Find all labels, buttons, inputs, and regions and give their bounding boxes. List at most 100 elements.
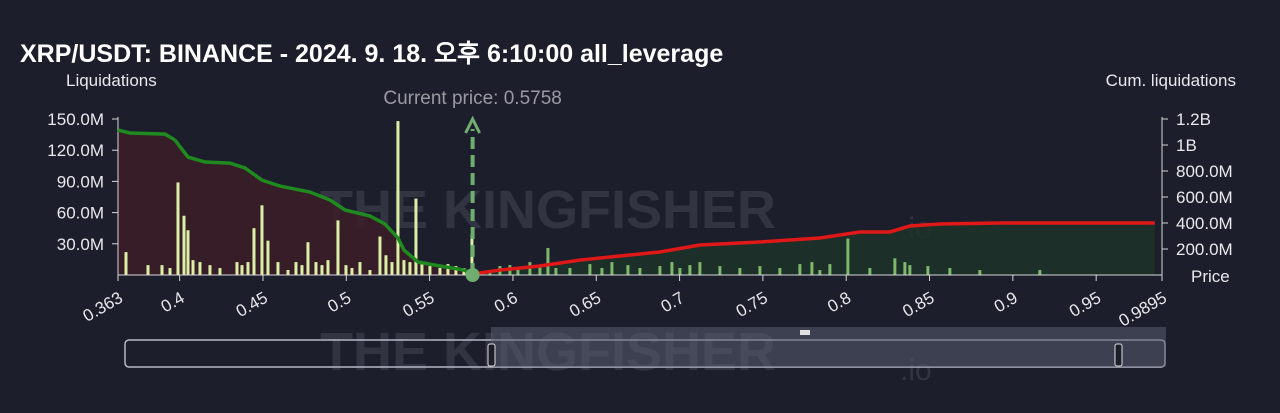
y2-tick-label: 600.0M <box>1176 188 1233 207</box>
bar <box>218 268 222 275</box>
slider-handle[interactable] <box>487 343 496 367</box>
bar <box>1038 270 1042 275</box>
bar <box>260 205 264 275</box>
bar <box>191 260 195 275</box>
bar <box>688 265 692 275</box>
bar <box>810 262 814 275</box>
range-slider[interactable] <box>124 327 1166 368</box>
x-tick-label: 0.363 <box>80 288 126 326</box>
y-tick-label: 30.0M <box>57 235 104 254</box>
bar <box>286 270 290 275</box>
bar <box>538 265 542 275</box>
x-tick-label: 0.5 <box>324 288 354 316</box>
bar <box>670 262 674 275</box>
bar <box>168 268 172 275</box>
x-tick-label: 0.6 <box>491 288 521 316</box>
bar <box>610 262 614 275</box>
x-tick-label: 0.85 <box>899 288 937 321</box>
bar <box>818 270 822 275</box>
bar <box>396 121 400 275</box>
y2-axis-label: Cum. liquidations <box>1106 71 1236 90</box>
slider-selection[interactable] <box>491 327 1166 367</box>
bar <box>182 215 186 275</box>
x-tick-label: 0.9 <box>991 288 1021 316</box>
x-tick-label: 0.45 <box>233 288 271 321</box>
x-tick-label: 0.55 <box>399 288 437 321</box>
bar <box>516 268 520 275</box>
slider-grip[interactable] <box>800 330 810 335</box>
bar <box>828 264 832 275</box>
bar <box>240 265 244 275</box>
bar <box>758 266 762 275</box>
bar <box>414 198 418 275</box>
bar <box>402 260 406 275</box>
bar <box>446 264 450 275</box>
bar <box>438 268 442 275</box>
y2-tick-label: 200.0M <box>1176 240 1233 259</box>
bar <box>124 252 128 275</box>
current-price-marker <box>465 268 480 282</box>
bar <box>908 265 912 275</box>
bar <box>554 268 558 275</box>
bar <box>246 262 250 275</box>
line <box>117 128 474 276</box>
x-tick-label: 0.75 <box>733 288 771 321</box>
bar <box>252 228 256 275</box>
current-price-arrow <box>464 115 481 134</box>
bar <box>326 260 330 275</box>
bar <box>678 268 682 275</box>
bar <box>926 266 930 275</box>
line <box>472 221 1155 276</box>
bar <box>276 262 280 275</box>
bar <box>408 262 412 275</box>
x-tick-label: 0.7 <box>658 288 688 316</box>
bar <box>868 268 872 275</box>
bar <box>903 262 907 275</box>
x-tick-label: 0.9895 <box>1115 288 1170 330</box>
bar <box>208 265 212 275</box>
bar <box>600 268 604 275</box>
bar <box>738 268 742 275</box>
y2-tick-label: 400.0M <box>1176 214 1233 233</box>
bar <box>186 230 190 275</box>
bar <box>948 268 952 275</box>
x-tick-label: 0.65 <box>566 288 604 321</box>
x-tick-label: 0.4 <box>158 288 188 316</box>
bar <box>198 262 202 275</box>
bar <box>778 268 782 275</box>
bar <box>638 268 642 275</box>
y-tick-label: 120.0M <box>47 141 104 160</box>
bar <box>306 242 310 275</box>
bar <box>176 182 180 275</box>
x-tick-label: 0.95 <box>1066 288 1104 321</box>
bar <box>698 262 702 275</box>
watermark-text: THE KINGFISHER <box>320 180 776 240</box>
bar <box>350 268 354 275</box>
bar <box>266 240 270 275</box>
bar <box>358 262 362 275</box>
bar <box>235 262 239 275</box>
bar <box>420 262 424 275</box>
bar <box>893 258 897 275</box>
bar <box>798 264 802 275</box>
y2-tick-label: 1.2B <box>1176 110 1211 129</box>
bar <box>428 266 432 275</box>
x-tick-label: 0.8 <box>824 288 854 316</box>
bar <box>368 270 372 275</box>
bar <box>626 265 630 275</box>
x-axis-label: Price <box>1191 267 1230 286</box>
bar <box>568 268 572 275</box>
y-tick-label: 150.0M <box>47 110 104 129</box>
chart-title: XRP/USDT: BINANCE - 2024. 9. 18. 오후 6:10… <box>20 40 723 68</box>
slider-handle[interactable] <box>1114 343 1123 367</box>
bar <box>588 264 592 275</box>
bar <box>160 265 164 275</box>
bar <box>384 255 388 275</box>
bar <box>454 266 458 275</box>
bar <box>846 238 850 275</box>
bar <box>146 265 150 275</box>
y-axis-label: Liquidations <box>66 71 157 90</box>
area <box>472 223 1155 275</box>
